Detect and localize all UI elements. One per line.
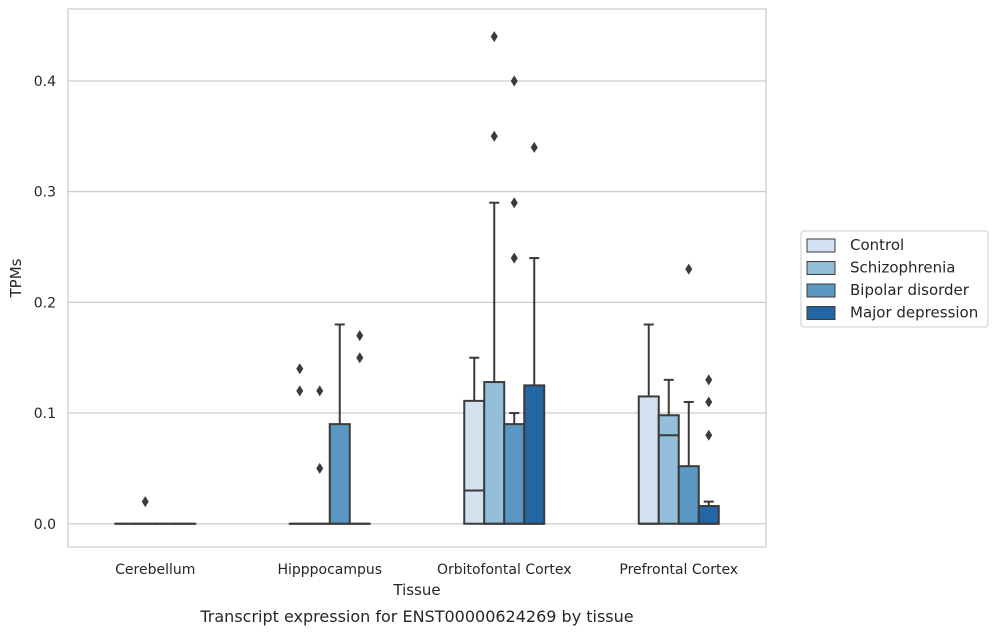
- box-major-depression: [699, 374, 719, 523]
- box-schizophrenia: [310, 385, 330, 523]
- outlier-point: [316, 385, 323, 396]
- y-tick-label: 0.0: [34, 517, 56, 533]
- box-schizophrenia: [135, 496, 155, 524]
- box-schizophrenia: [659, 380, 679, 524]
- box-body: [504, 424, 524, 524]
- box-body: [659, 415, 679, 523]
- outlier-point: [356, 330, 363, 341]
- box-body: [639, 396, 659, 523]
- box-major-depression: [524, 142, 544, 524]
- box-body: [330, 424, 350, 524]
- box-bipolar-disorder: [330, 324, 350, 523]
- outlier-point: [511, 197, 518, 208]
- outlier-point: [511, 75, 518, 86]
- y-tick-label: 0.4: [34, 74, 56, 90]
- x-tick-label: Hipppocampus: [277, 562, 382, 578]
- x-tick-label: Cerebellum: [115, 562, 195, 578]
- outlier-point: [705, 430, 712, 441]
- legend-label: Control: [850, 236, 904, 254]
- box-control: [464, 358, 484, 524]
- outlier-point: [705, 374, 712, 385]
- box-body: [484, 382, 504, 524]
- box-control: [290, 363, 310, 523]
- box-major-depression: [350, 330, 370, 524]
- legend-swatch: [807, 239, 835, 252]
- x-axis-title: Tissue: [392, 581, 440, 599]
- legend-swatch: [807, 262, 835, 275]
- box-body: [699, 506, 719, 524]
- outlier-point: [491, 31, 498, 42]
- box-bipolar-disorder: [504, 75, 524, 523]
- y-tick-label: 0.1: [34, 406, 56, 422]
- box-body: [679, 466, 699, 524]
- box-control: [639, 324, 659, 523]
- legend: Control Schizophrenia Bipolar disorder Majo…: [801, 231, 988, 327]
- y-tick-label: 0.3: [34, 185, 56, 201]
- outlier-point: [142, 496, 149, 507]
- outlier-point: [685, 264, 692, 275]
- box-series-layer: [115, 31, 719, 524]
- outlier-point: [491, 131, 498, 142]
- legend-swatch: [807, 307, 835, 320]
- legend-label: Major depression: [850, 304, 978, 322]
- outlier-point: [356, 352, 363, 363]
- outlier-point: [316, 463, 323, 474]
- box-body: [524, 385, 544, 523]
- x-tick-label: Orbitofontal Cortex: [437, 562, 572, 578]
- legend-swatch: [807, 284, 835, 297]
- outlier-point: [705, 396, 712, 407]
- outlier-point: [531, 142, 538, 153]
- outlier-point: [296, 385, 303, 396]
- x-axis-ticks: Cerebellum Hipppocampus Orbitofontal Corte…: [115, 562, 738, 578]
- box-schizophrenia: [484, 31, 504, 524]
- y-axis-ticks: 0.0 0.1 0.2 0.3 0.4: [34, 74, 56, 533]
- y-axis-title: TPMs: [7, 258, 25, 298]
- x-tick-label: Prefrontal Cortex: [619, 562, 738, 578]
- y-tick-label: 0.2: [34, 295, 56, 311]
- chart-caption: Transcript expression for ENST0000062426…: [199, 607, 633, 626]
- legend-label: Schizophrenia: [850, 259, 955, 277]
- box-body: [464, 401, 484, 524]
- outlier-point: [296, 363, 303, 374]
- legend-label: Bipolar disorder: [850, 281, 970, 299]
- outlier-point: [511, 253, 518, 264]
